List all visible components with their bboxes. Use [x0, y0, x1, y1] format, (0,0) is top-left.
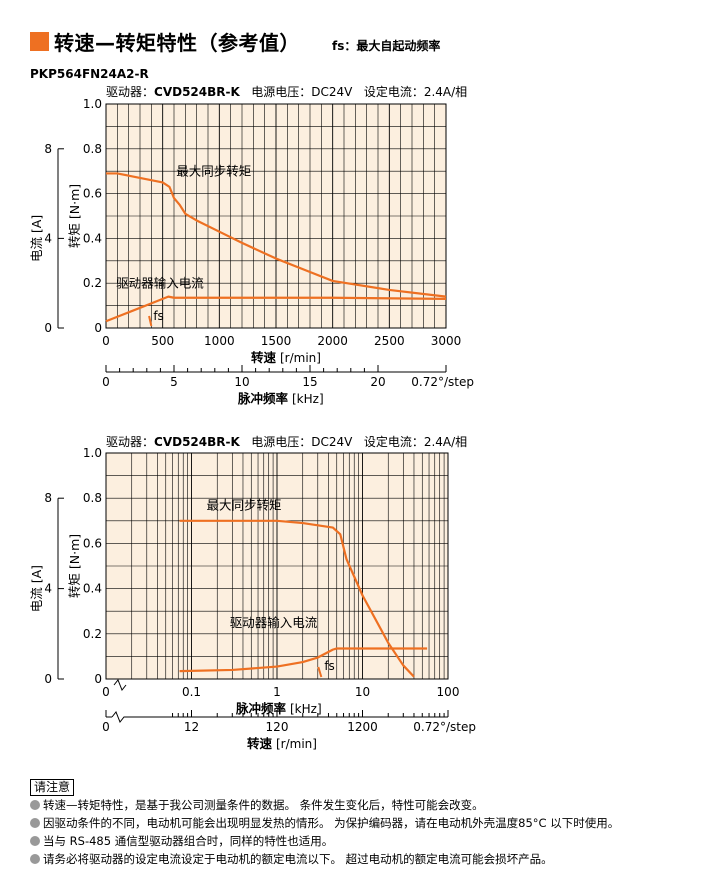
y-tick-label: 1.0: [83, 446, 102, 460]
y2-tick-label: 4: [44, 582, 52, 596]
x2-tick-label: 1200: [347, 720, 378, 734]
x-tick-label-zero: 0: [102, 685, 110, 699]
series-line-input-current: [179, 647, 428, 673]
x2-tick-label: 5: [170, 375, 178, 389]
plot-frame: [105, 452, 449, 680]
note-item: 因驱动条件的不同，电动机可能会出现明显发热的情形。 为保护编码器，请在电动机外壳…: [30, 815, 619, 831]
bullet-icon: [30, 854, 40, 864]
y-tick-label: 0.2: [83, 276, 102, 290]
chart2-header: 驱动器：CVD524BR-K 电源电压：DC24V 设定电流：2.4A/相: [106, 433, 467, 450]
y-tick-label: 0.4: [83, 582, 102, 596]
fs-label: fs: [324, 659, 334, 673]
step-angle-label: 0.72°/step: [413, 720, 476, 734]
x2-tick-label: 120: [266, 720, 289, 734]
y-tick-label: 0.6: [83, 536, 102, 550]
x-axis-unit: [kHz]: [290, 702, 322, 716]
note-item: 当与 RS-485 通信型驱动器组合时，同样的特性也适用。: [30, 833, 333, 849]
axis-break-icon: [113, 679, 127, 691]
notes-title: 请注意: [30, 779, 75, 796]
x-tick-label: 10: [355, 685, 370, 699]
y2-tick-label: 8: [44, 142, 52, 156]
y-axis-label: 转矩 [N·m]: [67, 534, 82, 598]
series-label-max-torque: 最大同步转矩: [207, 498, 282, 513]
fs-marker: [317, 666, 323, 678]
title-fs-note: fs：最大自起动频率: [332, 39, 441, 53]
x-tick-label: 2500: [374, 334, 405, 348]
chart1-current: 设定电流：2.4A/相: [363, 85, 468, 99]
x-tick-label: 0: [102, 334, 110, 348]
chart2-voltage: 电源电压：DC24V: [251, 435, 353, 449]
x-tick-label: 1: [273, 685, 281, 699]
fs-label: fs: [153, 309, 163, 323]
chart1-speed-torque: 00.20.40.60.81.00 500 1000 1500 2000 2500 3000…: [29, 97, 474, 406]
y-tick-label: 1.0: [83, 97, 102, 111]
x2-tick-label: 0: [102, 375, 110, 389]
note-item: 请务必将驱动器的设定电流设定于电动机的额定电流以下。 超过电动机的额定电流可能会…: [30, 851, 553, 867]
x-tick-label: 500: [151, 334, 174, 348]
x2-tick-label: 12: [184, 720, 199, 734]
series-label-input-current: 驱动器输入电流: [116, 276, 204, 291]
title-marker: [30, 32, 49, 51]
series-label-input-current: 驱动器输入电流: [230, 615, 318, 630]
fs-marker: [148, 315, 153, 327]
plot-frame: [105, 103, 447, 329]
chart1-header: 驱动器：CVD524BR-K 电源电压：DC24V 设定电流：2.4A/相: [106, 83, 467, 100]
x-tick-label: 3000: [431, 334, 462, 348]
series-line-max-torque: [179, 519, 415, 678]
x-tick-label: 0.1: [182, 685, 201, 699]
x2-tick-label: 15: [302, 375, 317, 389]
chart2-driver: CVD524BR-K: [154, 435, 240, 449]
y-tick-label: 0: [94, 321, 102, 335]
x-tick-label: 2000: [317, 334, 348, 348]
bullet-icon: [30, 836, 40, 846]
y2-axis-label: 电流 [A]: [29, 215, 44, 262]
bullet-icon: [30, 800, 40, 810]
x-axis-unit: [r/min]: [280, 351, 321, 365]
chart1-driver-label: 驱动器：: [106, 85, 155, 99]
y2-axis-label: 电流 [A]: [29, 565, 44, 612]
x-tick-label: 1000: [204, 334, 235, 348]
y-tick-label: 0.4: [83, 231, 102, 245]
x-axis-label: 转速: [251, 350, 277, 365]
axis-break-icon: [111, 711, 128, 723]
model-name: PKP564FN24A2-R: [30, 67, 149, 81]
y-tick-label: 0.8: [83, 491, 102, 505]
series-label-max-torque: 最大同步转矩: [176, 164, 251, 179]
page-title: 转速—转矩特性（参考值）: [54, 31, 300, 55]
x-tick-label: 100: [437, 685, 460, 699]
x2-tick-label: 0: [102, 720, 110, 734]
chart2-driver-label: 驱动器：: [106, 435, 155, 449]
x-tick-label: 1500: [261, 334, 292, 348]
x2-tick-label: 10: [234, 375, 249, 389]
x2-axis-unit: [kHz]: [292, 392, 324, 406]
step-angle-label: 0.72°/step: [411, 375, 474, 389]
x2-tick-label: 20: [370, 375, 385, 389]
chart1-driver: CVD524BR-K: [154, 85, 240, 99]
x2-axis-label: 转速: [247, 736, 273, 751]
y2-tick-label: 0: [44, 672, 52, 686]
chart1-voltage: 电源电压：DC24V: [251, 85, 353, 99]
chart2-frequency-torque: 0 0.2 0.4 0.6 0.8 1.0 0 0.1 1 10 100 脉冲频率 [kHz] 转矩 [N…: [29, 446, 476, 751]
y-axis-label: 转矩 [N·m]: [67, 184, 82, 248]
x-axis-label: 脉冲频率: [235, 701, 287, 716]
series-line-max-torque: [106, 172, 447, 298]
y-tick-label: 0: [94, 672, 102, 686]
chart2-current: 设定电流：2.4A/相: [363, 435, 468, 449]
bullet-icon: [30, 818, 40, 828]
note-item: 转速—转矩特性，是基于我公司测量条件的数据。 条件发生变化后，特性可能会改变。: [30, 797, 484, 813]
y2-tick-label: 0: [44, 321, 52, 335]
x2-axis-unit: [r/min]: [276, 737, 317, 751]
y2-tick-label: 8: [44, 491, 52, 505]
y2-tick-label: 4: [44, 231, 52, 245]
y-tick-label: 0.8: [83, 142, 102, 156]
y-tick-label: 0.6: [83, 187, 102, 201]
y-tick-label: 0.2: [83, 627, 102, 641]
series-line-input-current: [105, 295, 447, 323]
x2-axis-label: 脉冲频率: [237, 391, 289, 406]
